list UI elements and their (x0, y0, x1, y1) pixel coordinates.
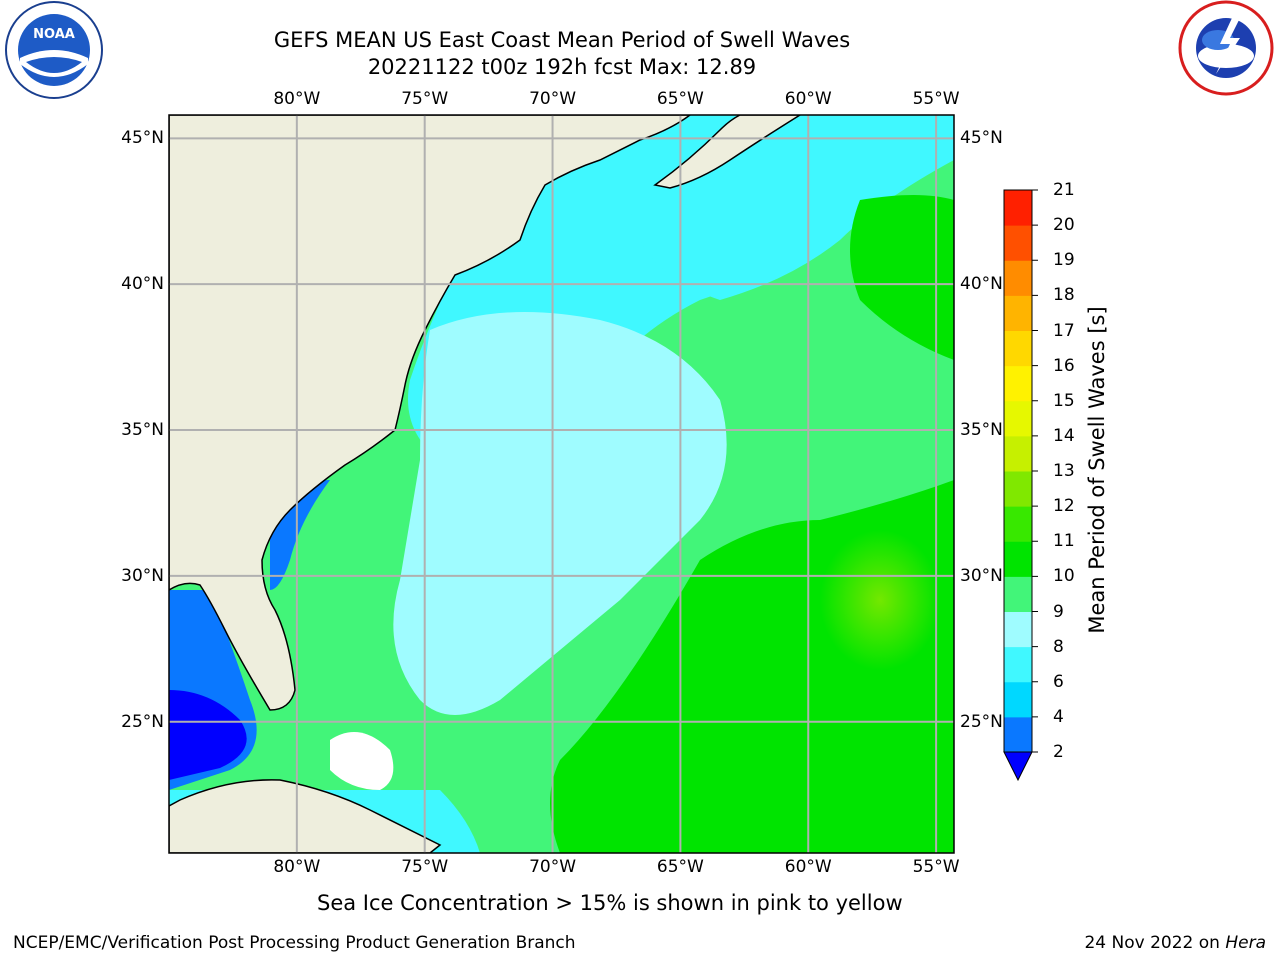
lat-tick-label: 40°N (960, 274, 1003, 295)
chart-subtitle: 20221122 t00z 192h fcst Max: 12.89 (367, 55, 757, 79)
lat-tick-label: 25°N (960, 711, 1003, 732)
colorbar-label: 18 (1053, 285, 1075, 306)
colorbar-label: 9 (1053, 601, 1064, 622)
footer-date: 24 Nov 2022 on (1084, 933, 1220, 953)
lon-tick-label: 70°W (529, 89, 577, 109)
footer-host: Hera (1225, 933, 1266, 953)
lon-tick-label: 70°W (529, 857, 577, 877)
colorbar-segment (1004, 260, 1032, 296)
colorbar-label: 12 (1053, 496, 1075, 517)
lon-tick-label: 75°W (401, 857, 449, 877)
noaa-logo: NOAA (5, 1, 103, 99)
national-weather-service-logo (1178, 0, 1274, 96)
lon-tick-label: 60°W (784, 89, 832, 109)
colorbar-label: 8 (1053, 636, 1064, 657)
lon-tick-label: 65°W (656, 857, 704, 877)
colorbar-segment (1004, 225, 1032, 261)
lon-tick-label: 55°W (912, 89, 960, 109)
colorbar-segment (1004, 716, 1032, 753)
colorbar-label: 21 (1053, 180, 1075, 200)
chart-title: GEFS MEAN US East Coast Mean Period of S… (273, 28, 851, 52)
lon-tick-label: 55°W (912, 857, 960, 877)
colorbar-label: 14 (1053, 425, 1075, 446)
svg-text:NOAA: NOAA (33, 27, 75, 42)
colorbar-segment (1004, 576, 1032, 612)
lat-tick-label: 30°N (121, 565, 164, 586)
lon-tick-label: 60°W (784, 857, 832, 877)
sea-ice-note: Sea Ice Concentration > 15% is shown in … (317, 891, 903, 915)
colorbar-label: 17 (1053, 320, 1075, 341)
lon-tick-label: 80°W (273, 89, 321, 109)
colorbar-segment (1004, 646, 1032, 683)
colorbar-label: 16 (1053, 355, 1075, 376)
colorbar-label: 10 (1053, 566, 1075, 587)
colorbar-label: 4 (1053, 706, 1064, 727)
colorbar-under-arrow (1003, 751, 1033, 782)
colorbar-segment (1004, 506, 1032, 542)
ocean-zone-light (393, 312, 727, 715)
colorbar-segment (1004, 611, 1032, 648)
lon-tick-label: 65°W (656, 89, 704, 109)
colorbar-label: 20 (1053, 215, 1075, 236)
colorbar-segment (1004, 330, 1032, 367)
footer-right: 24 Nov 2022 on Hera (1084, 933, 1266, 953)
lat-tick-label: 45°N (960, 128, 1003, 149)
gulf-very-low-period (169, 690, 247, 780)
map-frame (168, 114, 955, 854)
colorbar-segment (1004, 400, 1032, 437)
colorbar-segment (1004, 365, 1032, 402)
colorbar-segment (1004, 190, 1032, 226)
cuba-land (169, 779, 442, 853)
footer-left: NCEP/EMC/Verification Post Processing Pr… (13, 933, 576, 953)
north-america-land (169, 115, 692, 711)
colorbar-segment (1004, 541, 1032, 577)
ocean-zone-green-north (850, 195, 954, 360)
lat-tick-label: 30°N (960, 565, 1003, 586)
colorbar-label: 2 (1053, 742, 1064, 762)
colorbar-title: Mean Period of Swell Waves [s] (1085, 306, 1109, 634)
bahamas-banks (330, 732, 394, 790)
colorbar-label: 13 (1053, 461, 1075, 481)
lat-tick-label: 35°N (121, 420, 164, 441)
colorbar-label: 6 (1053, 671, 1064, 692)
lon-tick-label: 80°W (273, 857, 321, 877)
colorbar-segment (1004, 681, 1032, 718)
lat-tick-label: 25°N (121, 711, 164, 732)
colorbar-segment (1004, 471, 1032, 507)
colorbar-label: 11 (1053, 531, 1075, 552)
colorbar-segment (1004, 295, 1032, 331)
lat-tick-label: 40°N (121, 274, 164, 295)
lat-tick-label: 45°N (121, 128, 164, 149)
colorbar-label: 19 (1053, 250, 1075, 271)
lat-tick-label: 35°N (960, 420, 1003, 441)
colorbar-label: 15 (1053, 390, 1075, 411)
colorbar-segment (1004, 435, 1032, 472)
lon-tick-label: 75°W (401, 89, 449, 109)
